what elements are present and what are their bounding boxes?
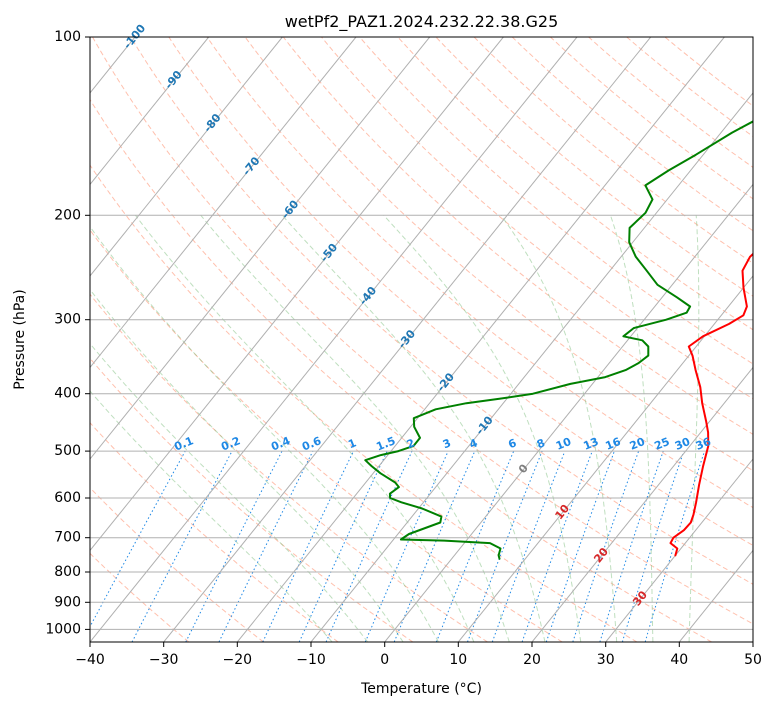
x-tick-label: 20: [523, 652, 541, 668]
x-axis-label: Temperature (°C): [360, 681, 482, 697]
y-tick-label: 700: [54, 530, 81, 546]
y-axis-label: Pressure (hPa): [12, 289, 28, 389]
x-tick-label: 0: [380, 652, 389, 668]
x-tick-label: −30: [149, 652, 179, 668]
y-tick-label: 1000: [45, 621, 81, 637]
x-tick-label: −10: [296, 652, 326, 668]
chart-title: wetPf2_PAZ1.2024.232.22.38.G25: [285, 12, 559, 32]
x-tick-label: −20: [223, 652, 253, 668]
x-tick-label: −40: [75, 652, 105, 668]
y-tick-label: 100: [54, 29, 81, 45]
x-tick-label: 40: [670, 652, 688, 668]
y-tick-label: 300: [54, 312, 81, 328]
x-tick-label: 30: [597, 652, 615, 668]
x-tick-label: 50: [744, 652, 762, 668]
y-tick-label: 600: [54, 490, 81, 506]
y-tick-label: 400: [54, 386, 81, 402]
x-tick-label: 10: [449, 652, 467, 668]
y-tick-label: 900: [54, 594, 81, 610]
y-tick-label: 500: [54, 443, 81, 459]
y-tick-label: 800: [54, 564, 81, 580]
plot-area: [90, 37, 753, 642]
y-tick-label: 200: [54, 207, 81, 223]
